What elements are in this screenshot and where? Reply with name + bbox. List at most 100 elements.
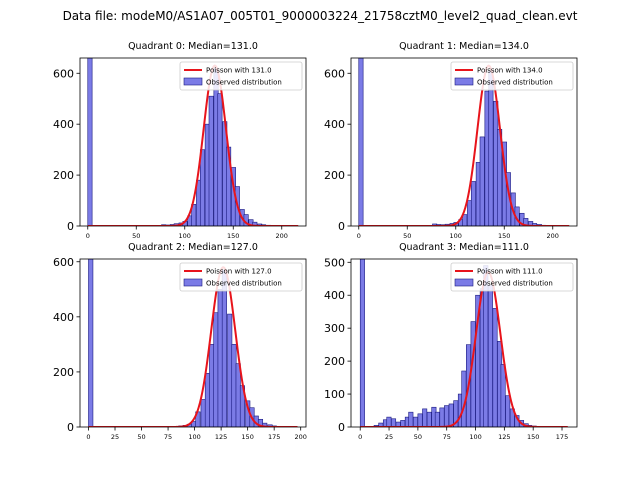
x-tick-label: 200 bbox=[276, 232, 288, 240]
x-tick-label: 50 bbox=[132, 232, 140, 240]
histogram-bar bbox=[359, 259, 365, 427]
histogram-bar bbox=[422, 408, 428, 427]
subplot-title: Quadrant 1: Median=134.0 bbox=[399, 41, 529, 52]
y-tick-label: 0 bbox=[338, 421, 345, 434]
y-tick-label: 500 bbox=[324, 256, 345, 269]
subplot-title: Quadrant 0: Median=131.0 bbox=[128, 41, 258, 52]
x-tick-label: 50 bbox=[414, 433, 422, 441]
legend-patch-swatch bbox=[454, 278, 474, 287]
x-tick-label: 0 bbox=[358, 433, 362, 441]
x-tick-label: 200 bbox=[294, 433, 306, 441]
x-tick-label: 0 bbox=[357, 232, 361, 240]
y-tick-label: 400 bbox=[53, 311, 74, 324]
histogram-bar bbox=[213, 312, 219, 427]
histogram-bar bbox=[417, 413, 423, 427]
legend-label-observed: Observed distribution bbox=[477, 280, 553, 288]
histogram-bar bbox=[199, 149, 205, 226]
x-tick-label: 150 bbox=[227, 232, 239, 240]
subplot-quadrant-2: Quadrant 2: Median=127.0 0 25 50 75 100 125 150… bbox=[53, 242, 307, 441]
histogram-bar bbox=[88, 259, 94, 427]
x-tick-label: 50 bbox=[137, 433, 145, 441]
histogram-bar bbox=[448, 403, 454, 427]
subplot-quadrant-3: Quadrant 3: Median=111.0 0 25 50 75 100 125 150… bbox=[324, 242, 578, 441]
legend: Poisson with 127.0 Observed distribution bbox=[179, 262, 303, 292]
y-tick-label: 400 bbox=[324, 118, 345, 131]
histogram-bar bbox=[462, 214, 468, 226]
histogram-bar bbox=[412, 416, 418, 427]
subplot-title: Quadrant 2: Median=127.0 bbox=[128, 242, 258, 253]
subplot-quadrant-0: Quadrant 0: Median=131.0 0 50 100 150 200 0 200… bbox=[53, 41, 307, 240]
histogram-bar bbox=[505, 395, 511, 427]
histogram-bar bbox=[235, 363, 241, 427]
histogram-bar bbox=[487, 285, 493, 427]
y-tick-label: 0 bbox=[338, 220, 345, 233]
legend: Poisson with 134.0 Observed distribution bbox=[450, 61, 574, 91]
legend: Poisson with 111.0 Observed distribution bbox=[450, 262, 574, 292]
y-tick-label: 600 bbox=[324, 67, 345, 80]
x-tick-label: 150 bbox=[498, 232, 510, 240]
x-tick-label: 100 bbox=[469, 433, 481, 441]
histogram-bar bbox=[488, 70, 494, 226]
legend-label-poisson: Poisson with 127.0 bbox=[206, 268, 272, 276]
x-tick-label: 125 bbox=[498, 433, 510, 441]
legend-patch-swatch bbox=[454, 77, 474, 86]
y-tick-label: 300 bbox=[324, 322, 345, 335]
legend: Poisson with 131.0 Observed distribution bbox=[179, 61, 303, 91]
x-tick-label: 150 bbox=[241, 433, 253, 441]
legend-box bbox=[450, 61, 574, 91]
x-tick-label: 175 bbox=[556, 433, 568, 441]
histogram-bar bbox=[209, 344, 215, 427]
subplots: Quadrant 0: Median=131.0 0 50 100 150 200 0 200… bbox=[53, 41, 578, 441]
legend-label-observed: Observed distribution bbox=[477, 79, 553, 87]
histogram-bar bbox=[252, 221, 258, 226]
figure-suptitle: Data file: modeM0/AS1A07_005T01_90000032… bbox=[63, 9, 578, 23]
histogram-bar bbox=[391, 418, 397, 427]
axes-frame bbox=[79, 57, 307, 227]
subplot-quadrant-1: Quadrant 1: Median=134.0 0 50 100 150 200 0 200… bbox=[324, 41, 578, 240]
histogram-bar bbox=[386, 416, 392, 427]
x-tick-label: 75 bbox=[443, 433, 451, 441]
histogram-bar bbox=[470, 181, 476, 226]
histogram-bar bbox=[221, 269, 227, 427]
histogram-bar bbox=[444, 405, 450, 427]
x-tick-label: 25 bbox=[385, 433, 393, 441]
legend-label-poisson: Poisson with 131.0 bbox=[206, 67, 272, 75]
legend-patch-swatch bbox=[183, 278, 203, 287]
y-tick-label: 400 bbox=[53, 118, 74, 131]
histogram-bar bbox=[426, 411, 432, 427]
y-tick-label: 600 bbox=[53, 256, 74, 269]
x-tick-label: 75 bbox=[164, 433, 172, 441]
x-tick-label: 100 bbox=[450, 232, 462, 240]
legend-label-poisson: Poisson with 134.0 bbox=[477, 67, 543, 75]
histogram-bar bbox=[439, 407, 445, 427]
histogram-bar bbox=[479, 136, 485, 226]
x-tick-label: 100 bbox=[188, 433, 200, 441]
x-tick-label: 100 bbox=[179, 232, 191, 240]
axes-frame bbox=[350, 57, 578, 227]
y-tick-label: 100 bbox=[324, 388, 345, 401]
histogram-bar bbox=[358, 58, 364, 226]
histogram-bar bbox=[87, 58, 93, 226]
axes-frame bbox=[350, 258, 578, 428]
y-tick-label: 200 bbox=[324, 169, 345, 182]
y-tick-label: 200 bbox=[53, 366, 74, 379]
y-tick-label: 0 bbox=[67, 421, 74, 434]
legend-label-poisson: Poisson with 111.0 bbox=[477, 268, 543, 276]
y-tick-label: 200 bbox=[324, 355, 345, 368]
y-tick-label: 400 bbox=[324, 289, 345, 302]
x-tick-label: 0 bbox=[86, 232, 90, 240]
legend-box bbox=[179, 262, 303, 292]
legend-label-observed: Observed distribution bbox=[206, 280, 282, 288]
legend-patch-swatch bbox=[183, 77, 203, 86]
x-tick-label: 150 bbox=[527, 433, 539, 441]
histogram-bar bbox=[231, 344, 237, 427]
x-tick-label: 125 bbox=[215, 433, 227, 441]
histogram-bar bbox=[408, 411, 414, 427]
histogram-bar bbox=[200, 399, 206, 427]
histogram-bar bbox=[434, 411, 440, 427]
y-tick-label: 0 bbox=[67, 220, 74, 233]
histogram-bar bbox=[492, 308, 498, 427]
x-tick-label: 200 bbox=[547, 232, 559, 240]
histogram-bar bbox=[204, 372, 210, 427]
